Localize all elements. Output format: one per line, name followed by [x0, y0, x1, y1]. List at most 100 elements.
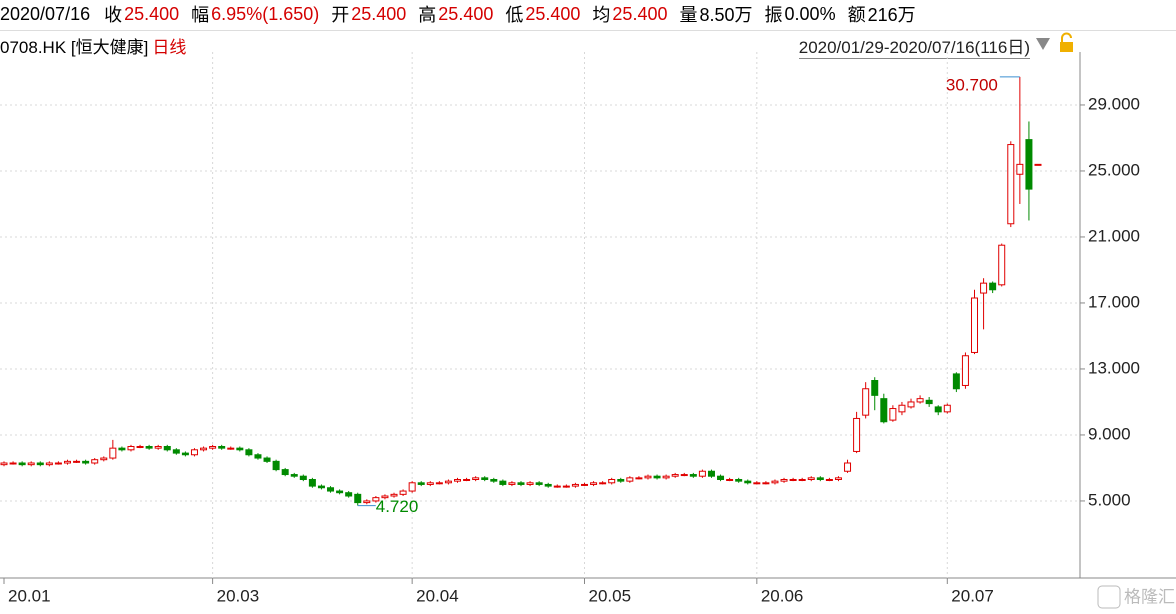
candle-body	[844, 462, 852, 472]
candle-body	[617, 478, 625, 482]
candle-body	[562, 485, 570, 488]
x-tick-label: 20.06	[761, 586, 804, 605]
symbol-bar: 0708.HK [恒大健康] 日线 2020/01/29-2020/07/16(1…	[0, 30, 1176, 59]
candle-body	[218, 446, 226, 449]
candle-body	[671, 474, 679, 477]
candle-body	[36, 462, 44, 466]
candle-body	[989, 282, 997, 291]
watermark: 格隆汇	[1124, 587, 1175, 606]
candle-body	[762, 482, 770, 485]
candle-body	[63, 460, 71, 464]
candle-body	[1016, 163, 1024, 175]
quote-label: 量	[679, 5, 698, 25]
candle-body	[726, 478, 734, 481]
quote-label: 额	[847, 5, 866, 25]
candle-body	[571, 483, 579, 487]
candle-body	[417, 482, 425, 485]
y-tick-label: 17.000	[1088, 292, 1140, 311]
x-tick-label: 20.04	[416, 586, 459, 605]
candle-body	[735, 478, 743, 482]
quote-bar: 2020/07/16 收 25.400 幅 6.95%(1.650) 开 25.400 高 2…	[0, 0, 1176, 28]
candle-body	[744, 480, 752, 484]
candle-body	[961, 355, 969, 386]
lock-icon[interactable]	[1060, 42, 1073, 52]
candle-body	[943, 404, 951, 413]
quote-value: 8.50万	[699, 5, 753, 25]
quote-label: 低	[505, 5, 524, 25]
candle-body	[980, 282, 988, 294]
date-range[interactable]: 2020/01/29-2020/07/16(116日)	[798, 33, 1030, 59]
candle-body	[263, 457, 271, 462]
range-dropdown[interactable]	[1036, 38, 1050, 50]
candle-body	[934, 406, 942, 413]
candle-body	[689, 474, 697, 477]
candle-body	[9, 462, 17, 465]
candle-body	[345, 492, 353, 497]
quote-label: 高	[418, 5, 437, 25]
candle-body	[290, 474, 298, 477]
candle-body	[653, 475, 661, 479]
candle-body	[544, 483, 552, 487]
candle-body	[254, 454, 262, 459]
candle-body	[880, 398, 888, 423]
candle-body	[862, 388, 870, 416]
period[interactable]: 日线	[152, 38, 187, 57]
candle-body	[580, 483, 588, 486]
candle-body	[717, 475, 725, 480]
candle-body	[354, 493, 362, 504]
candle-body	[109, 447, 117, 459]
candle-body	[662, 475, 670, 479]
candle-body	[925, 399, 933, 405]
candle-body	[952, 373, 960, 390]
candle-body	[626, 477, 634, 482]
candle-body	[698, 470, 706, 477]
lock-shackle	[1061, 32, 1072, 42]
candle-body	[245, 449, 253, 456]
quote-date: 2020/07/16	[0, 3, 91, 24]
x-tick-label: 20.03	[217, 586, 260, 605]
min-label: 4.720	[376, 497, 419, 516]
candle-body	[898, 404, 906, 413]
candle-body	[771, 480, 779, 484]
candle-body	[127, 446, 135, 451]
quote-label: 均	[592, 5, 611, 25]
candle-body	[299, 475, 307, 480]
candle-body	[526, 482, 534, 485]
quote-value: 6.95%(1.650)	[211, 3, 320, 24]
quote-label: 振	[764, 5, 783, 25]
candle-body	[508, 482, 516, 485]
quote-value: 25.400	[612, 3, 668, 24]
candle-body	[1025, 139, 1033, 190]
candle-body	[816, 477, 824, 480]
candle-body	[181, 452, 189, 456]
candle-body	[54, 462, 62, 465]
candle-body	[163, 446, 171, 451]
candle-body	[490, 478, 498, 482]
candle-body	[45, 462, 53, 466]
candle-body	[372, 497, 380, 502]
candle-body	[172, 449, 180, 454]
candle-body	[1007, 144, 1015, 225]
candle-body	[272, 460, 280, 471]
candle-body	[363, 500, 371, 504]
quote-value: 216万	[867, 5, 916, 25]
candle-body	[825, 478, 833, 481]
candle-body	[381, 495, 389, 499]
candle-body	[82, 460, 90, 464]
candle-body	[789, 478, 797, 481]
candle-body	[426, 482, 434, 485]
candle-body	[635, 477, 643, 480]
candle-body	[807, 477, 815, 480]
quote-label: 幅	[191, 5, 210, 25]
candle-body	[336, 490, 344, 494]
max-label: 30.700	[946, 75, 998, 94]
candle-body	[517, 482, 525, 485]
candle-body	[644, 475, 652, 479]
candle-body	[707, 470, 715, 477]
candle-body	[1034, 163, 1042, 166]
candle-body	[236, 447, 244, 451]
candle-body	[91, 459, 99, 464]
candle-body	[18, 462, 26, 466]
candle-body	[971, 297, 979, 353]
